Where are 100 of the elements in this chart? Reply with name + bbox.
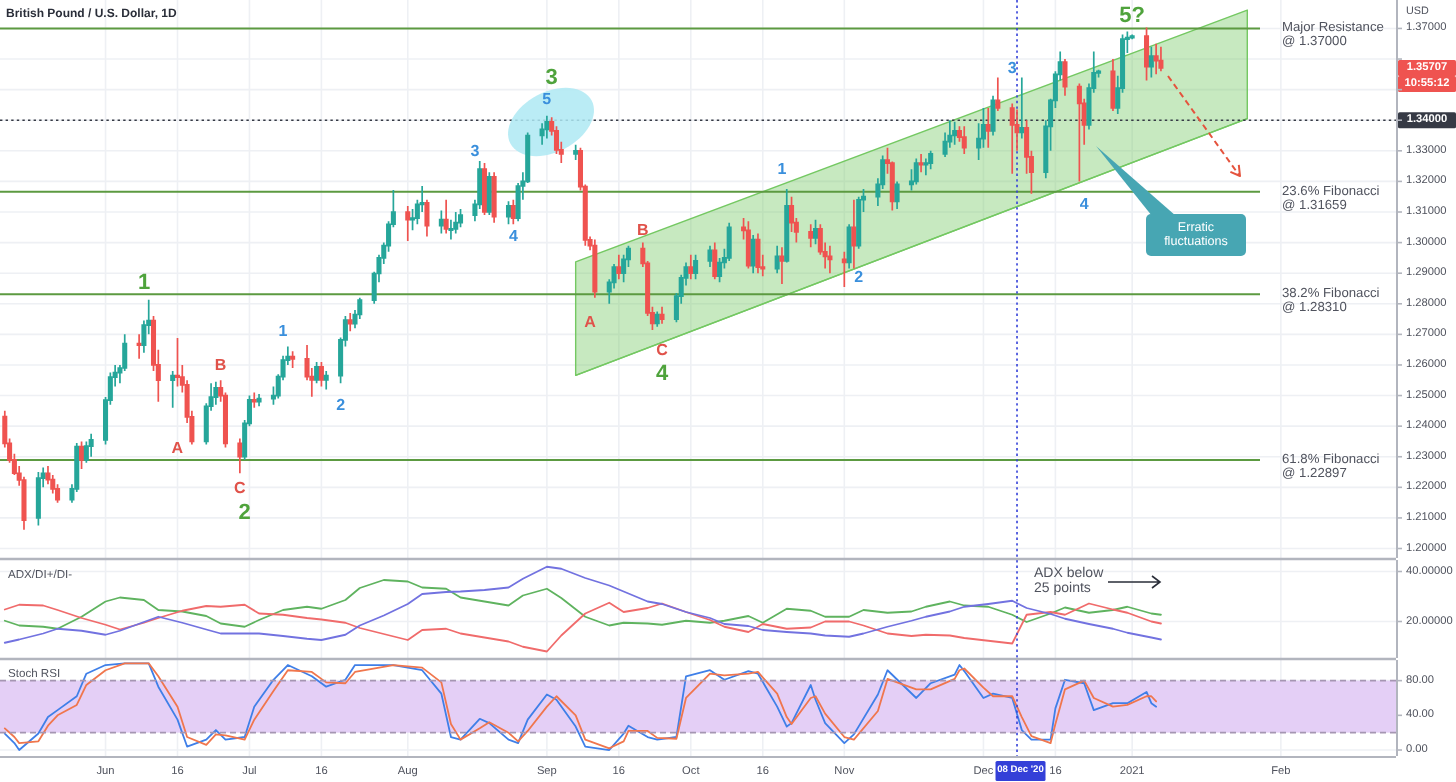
- candlestick: [290, 350, 296, 369]
- candlestick: [83, 440, 89, 464]
- annotation: 2: [854, 267, 865, 286]
- candlestick: [827, 244, 833, 275]
- candlestick: [88, 432, 94, 458]
- annotation: 3: [470, 141, 481, 160]
- candlestick: [985, 107, 991, 149]
- candlestick: [491, 171, 497, 224]
- candlestick: [923, 157, 929, 177]
- candlestick: [726, 221, 732, 262]
- candlestick: [45, 465, 51, 486]
- candlestick: [707, 244, 713, 268]
- annotation: 1: [278, 322, 289, 341]
- candlestick: [621, 253, 627, 284]
- candlestick: [405, 205, 411, 242]
- candlestick: [918, 153, 924, 174]
- candlestick: [1148, 45, 1154, 79]
- candlestick: [510, 198, 516, 226]
- candlestick: [486, 171, 492, 216]
- candlestick: [1076, 82, 1082, 183]
- annotation: C: [656, 341, 669, 359]
- candlestick: [213, 380, 219, 406]
- candlestick: [251, 391, 257, 409]
- candlestick: [717, 257, 723, 284]
- annotation: 1: [777, 160, 788, 179]
- candlestick: [448, 218, 454, 241]
- candlestick: [894, 180, 900, 210]
- candlestick: [410, 208, 416, 232]
- candlestick: [174, 337, 181, 388]
- candlestick: [1062, 58, 1068, 97]
- candlestick: [990, 94, 996, 137]
- candlestick: [453, 211, 459, 235]
- candlestick: [851, 198, 857, 270]
- line-series: [3, 579, 1162, 630]
- annotation: 4: [655, 362, 670, 386]
- candlestick: [755, 232, 761, 275]
- candlestick: [458, 208, 464, 229]
- line-series: [3, 565, 1162, 644]
- candlestick: [79, 440, 85, 470]
- annotation: 2: [238, 501, 251, 526]
- candlestick: [170, 370, 176, 409]
- annotation: B: [637, 221, 650, 240]
- annotation: 4: [508, 227, 519, 246]
- candlestick: [779, 246, 785, 285]
- annotation: A: [171, 438, 184, 457]
- candlestick: [1158, 45, 1164, 73]
- candlestick: [813, 218, 819, 245]
- candlestick: [357, 296, 363, 320]
- candlestick: [808, 223, 814, 249]
- candlestick: [318, 361, 324, 388]
- candlestick: [323, 370, 329, 391]
- candlestick: [1110, 58, 1116, 112]
- annotation: 5: [542, 90, 553, 109]
- candlestick: [136, 333, 142, 360]
- candlestick: [688, 253, 694, 281]
- candlestick: [481, 162, 488, 216]
- annotation: C: [234, 479, 247, 498]
- candlestick: [693, 253, 699, 281]
- candlestick: [443, 198, 449, 235]
- candlestick: [659, 305, 665, 325]
- candlestick: [592, 238, 598, 299]
- candlestick: [947, 119, 953, 149]
- annotation: B: [214, 356, 227, 374]
- candlestick: [654, 310, 660, 328]
- candlestick: [774, 244, 780, 275]
- candlestick: [841, 250, 847, 288]
- candlestick: [913, 157, 919, 186]
- annotation: 4: [1079, 195, 1090, 214]
- annotation: 5?: [1119, 4, 1146, 28]
- candlestick: [553, 125, 560, 155]
- candlestick: [1153, 42, 1159, 76]
- annotation: 1: [137, 270, 151, 295]
- candlestick: [237, 437, 243, 475]
- candlestick: [846, 223, 852, 270]
- candlestick: [424, 198, 430, 238]
- annotation: A: [584, 313, 597, 332]
- candlestick: [784, 188, 790, 264]
- annotation: 3: [1007, 59, 1018, 78]
- candlestick: [995, 76, 1001, 112]
- candlestick: [539, 122, 545, 146]
- candlestick: [961, 125, 967, 155]
- annotation: 2: [336, 396, 347, 414]
- candlestick: [573, 143, 579, 161]
- candlestick: [616, 253, 622, 281]
- candlestick: [505, 200, 512, 226]
- candlestick: [952, 120, 958, 146]
- candlestick: [1019, 76, 1025, 140]
- candlestick: [856, 195, 862, 250]
- candlestick: [314, 361, 320, 385]
- candlestick: [745, 220, 751, 270]
- candlestick: [1009, 102, 1015, 175]
- candlestick: [50, 474, 56, 495]
- candlestick: [438, 209, 444, 235]
- candlestick: [347, 312, 353, 333]
- line-series: [3, 601, 1162, 653]
- annotation: 3: [545, 65, 558, 90]
- candlestick: [1144, 26, 1150, 82]
- candlestick: [712, 241, 718, 281]
- candlestick: [35, 471, 41, 527]
- candlestick: [256, 393, 262, 408]
